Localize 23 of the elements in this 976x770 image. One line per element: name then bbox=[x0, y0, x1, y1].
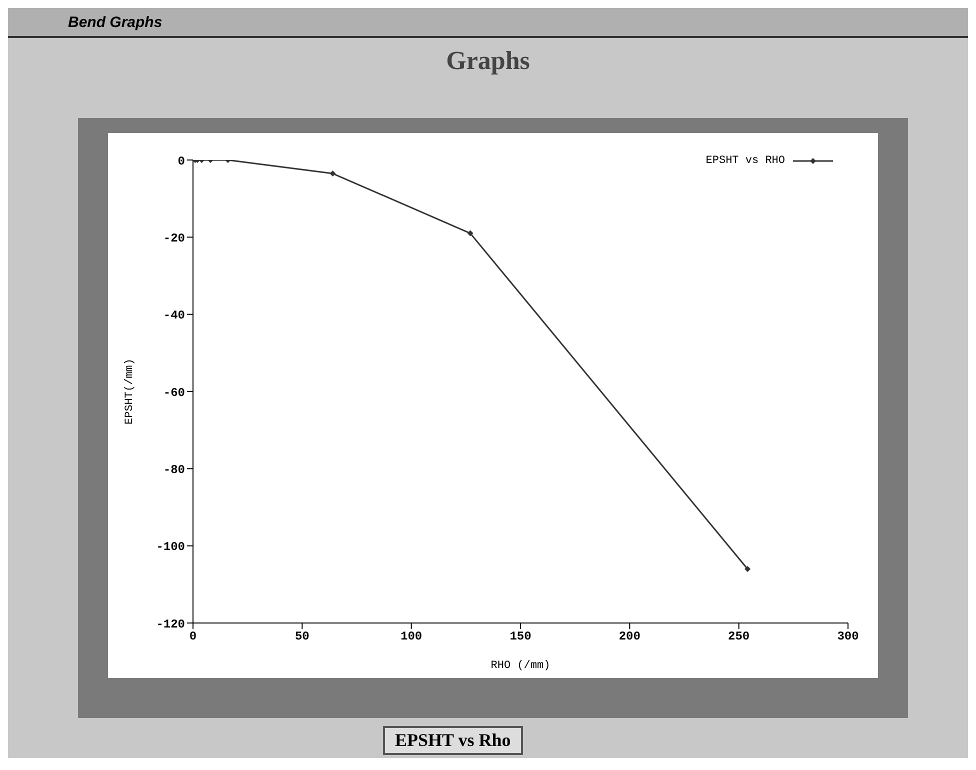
x-tick-label: 200 bbox=[618, 630, 640, 644]
y-tick-label: -120 bbox=[156, 617, 185, 632]
x-tick-label: 50 bbox=[294, 630, 310, 644]
y-tick-label: -100 bbox=[156, 540, 185, 554]
x-tick-label: 100 bbox=[400, 630, 422, 644]
y-tick-label: -80 bbox=[163, 462, 185, 477]
legend-label: EPSHT vs RHO bbox=[706, 155, 785, 167]
y-axis-title: EPSHT(/mm) bbox=[124, 358, 136, 425]
y-tick-label: 0 bbox=[178, 154, 185, 168]
chart-title: Graphs bbox=[445, 46, 531, 76]
text: EPSHT vs Rho bbox=[383, 726, 523, 755]
y-tick-label: -40 bbox=[163, 308, 185, 323]
x-tick-label: 300 bbox=[837, 630, 859, 644]
x-tick-label: 250 bbox=[728, 630, 750, 644]
x-axis-title: RHO (/mm) bbox=[490, 660, 550, 672]
y-tick-label: -20 bbox=[163, 231, 185, 246]
y-tick-label: -60 bbox=[163, 386, 185, 400]
point bbox=[467, 230, 474, 236]
x-tick-label: 0 bbox=[189, 630, 197, 644]
text: Bend Graphs bbox=[8, 8, 968, 38]
x-tick-label: 150 bbox=[510, 630, 532, 644]
point bbox=[744, 566, 751, 572]
point bbox=[330, 170, 336, 177]
